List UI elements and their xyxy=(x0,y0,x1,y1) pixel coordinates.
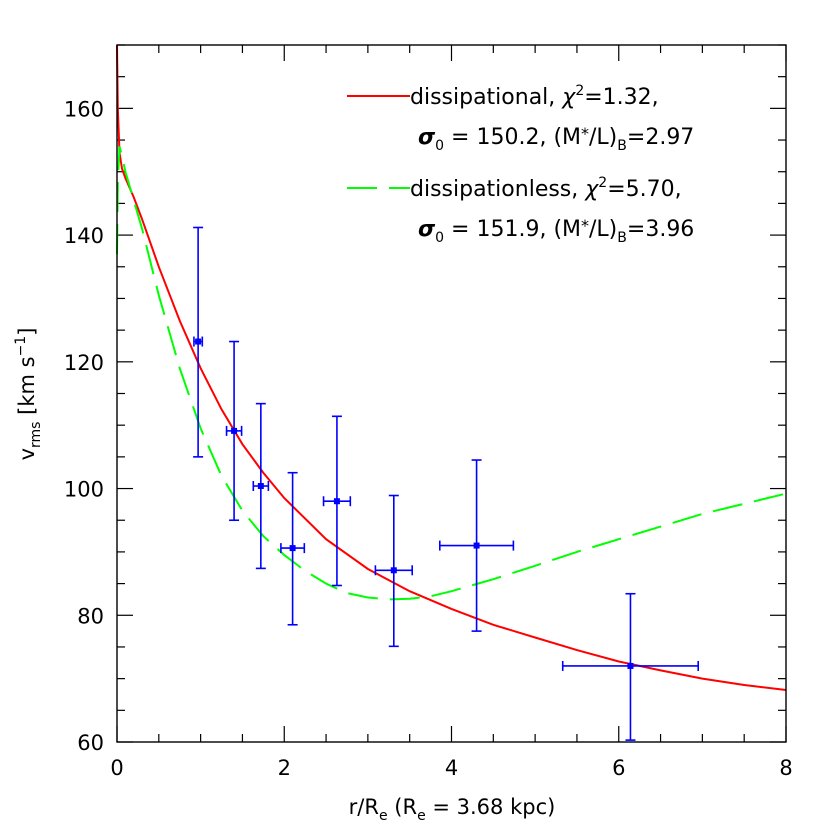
data-marker xyxy=(231,427,238,434)
data-point xyxy=(252,402,270,570)
data-marker xyxy=(289,545,296,552)
data-point xyxy=(193,226,204,458)
data-marker xyxy=(195,338,202,345)
plot-frame xyxy=(116,44,787,743)
axis-ticks xyxy=(116,44,787,743)
y-tick-label: 120 xyxy=(64,351,104,375)
y-tick-label: 100 xyxy=(64,478,104,502)
x-axis-title: r/Re (Re = 3.68 kpc) xyxy=(349,795,556,824)
y-tick-label: 160 xyxy=(64,97,104,121)
data-point xyxy=(225,340,243,522)
data-point xyxy=(561,592,699,741)
legend: dissipational, χ2=1.32, σ0 = 150.2, (M*/… xyxy=(347,83,694,246)
data-marker xyxy=(473,542,480,549)
data-marker xyxy=(333,498,340,505)
legend-entry-dissipational-line1: dissipational, χ2=1.32, xyxy=(410,83,659,110)
legend-entry-dissipationless-line1: dissipationless, χ2=5.70, xyxy=(410,175,682,202)
data-point xyxy=(374,494,413,648)
curve-dissipationless xyxy=(116,146,787,601)
data-points xyxy=(193,226,699,741)
x-tick-label: 4 xyxy=(445,756,458,780)
legend-entry-dissipational-line2: σ0 = 150.2, (M*/L)B=2.97 xyxy=(418,124,694,154)
y-tick-labels: 60 80 100 120 140 160 xyxy=(64,97,104,755)
data-point xyxy=(280,471,306,626)
x-tick-labels: 0 2 4 6 8 xyxy=(110,756,792,780)
y-axis-title: vrms [km s−1] xyxy=(13,328,44,461)
x-tick-label: 6 xyxy=(612,756,625,780)
x-tick-label: 0 xyxy=(110,756,123,780)
curve-dissipational xyxy=(116,44,787,691)
legend-entry-dissipationless-line2: σ0 = 151.9, (M*/L)B=3.96 xyxy=(418,216,694,246)
y-tick-label: 140 xyxy=(64,224,104,248)
y-tick-label: 60 xyxy=(77,731,104,755)
x-tick-label: 2 xyxy=(278,756,291,780)
model-curves xyxy=(116,44,787,691)
y-tick-label: 80 xyxy=(77,604,104,628)
data-marker xyxy=(257,483,264,490)
data-point xyxy=(322,415,352,587)
data-marker xyxy=(627,662,634,669)
data-point xyxy=(438,459,515,632)
data-marker xyxy=(390,567,397,574)
x-tick-label: 8 xyxy=(779,756,792,780)
